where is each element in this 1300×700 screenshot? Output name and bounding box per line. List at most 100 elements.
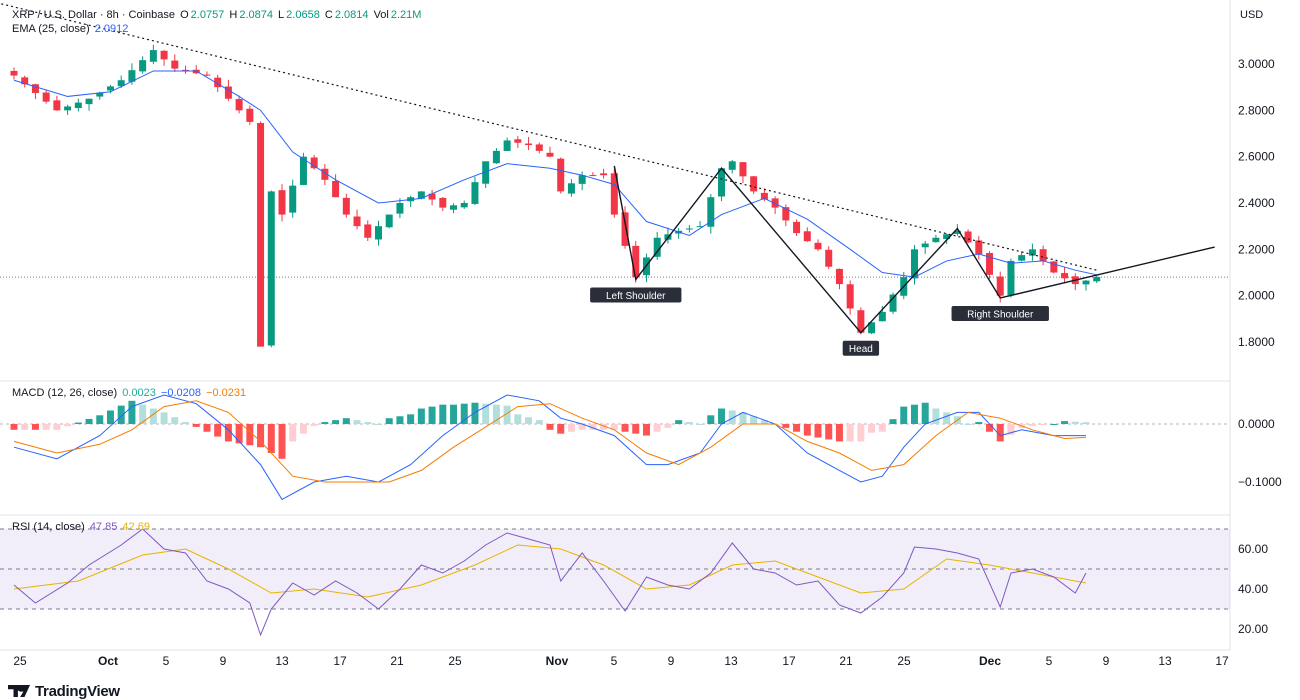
ema-line [13, 70, 1097, 278]
candle-body [160, 50, 168, 60]
candle-body [278, 190, 286, 215]
candle-body [932, 237, 940, 243]
macd-bar [932, 408, 940, 424]
candle-body [825, 249, 833, 267]
macd-bar [214, 424, 222, 437]
macd-bar [567, 424, 575, 432]
macd-bar [846, 424, 854, 442]
candle-body [396, 203, 404, 214]
macd-bar [10, 424, 18, 430]
candle-body [696, 226, 704, 228]
candle-body [964, 231, 972, 243]
candle-body [782, 207, 790, 221]
macd-bar [707, 415, 715, 424]
candle-body [803, 231, 811, 242]
macd-bar [675, 420, 683, 424]
candle-body [64, 106, 72, 111]
candle-body [857, 310, 865, 333]
candle-body [535, 144, 543, 151]
tradingview-icon [8, 685, 30, 697]
candle-body [385, 214, 393, 228]
macd-bar [342, 418, 350, 424]
time-axis-tick: 25 [13, 654, 27, 668]
macd-bar [642, 424, 650, 436]
macd-bar [1082, 422, 1090, 424]
macd-bar [374, 424, 382, 425]
candles [10, 44, 1101, 348]
macd-bar [106, 410, 114, 424]
candle-body [567, 183, 575, 194]
pattern-label: Right Shoulder [951, 305, 1049, 321]
macd-bar [267, 424, 275, 453]
macd-bar [21, 424, 29, 430]
macd-signal-line [13, 400, 1087, 483]
pattern-label-text: Right Shoulder [967, 309, 1034, 320]
macd-bar [889, 419, 897, 424]
rsi-axis-tick: 40.00 [1238, 582, 1268, 596]
candle-body [707, 197, 715, 227]
price-axis-tick: 2.2000 [1238, 242, 1275, 256]
macd-bar [525, 417, 533, 424]
candle-body [589, 175, 597, 177]
macd-bar [996, 424, 1004, 442]
candle-body [889, 294, 897, 312]
macd-bar [782, 424, 790, 428]
candle-body [996, 276, 1004, 296]
price-axis-tick: 2.8000 [1238, 103, 1275, 117]
macd-bar [128, 400, 136, 424]
currency-label[interactable]: USD [1240, 9, 1264, 21]
time-axis-tick: 9 [668, 654, 675, 668]
macd-bar [760, 420, 768, 424]
candle-body [246, 108, 254, 122]
candle-body [685, 228, 693, 230]
high-value: 2.0874 [239, 9, 273, 21]
candle-body [1061, 273, 1069, 279]
low-value: 2.0658 [286, 9, 320, 21]
macd-bar [235, 424, 243, 444]
macd-bar [450, 404, 458, 424]
macd-bar [74, 422, 82, 424]
candle-body [943, 234, 951, 240]
time-axis-tick: 25 [897, 654, 911, 668]
candle-body [74, 102, 82, 109]
pattern-label-bg [842, 340, 880, 356]
candle-body [31, 84, 39, 93]
candle-body [128, 70, 136, 82]
candle-body [610, 173, 618, 215]
candle-body [310, 157, 318, 169]
macd-bar [1050, 424, 1058, 425]
time-axis-tick: 21 [390, 654, 404, 668]
candle-body [975, 240, 983, 254]
candle-body [96, 92, 104, 97]
candle-body [299, 156, 307, 185]
candle-body [546, 152, 554, 157]
candle-body [439, 197, 447, 208]
macd-bar [396, 416, 404, 424]
macd-bar [835, 424, 843, 442]
macd-bar [910, 404, 918, 424]
time-axis-tick: 9 [1103, 654, 1110, 668]
candle-body [621, 212, 629, 246]
macd-bar [825, 424, 833, 440]
candle-body [342, 197, 350, 215]
candle-body [739, 162, 747, 177]
time-axis-tick: 5 [163, 654, 170, 668]
candle-body [835, 268, 843, 285]
macd-histogram [10, 400, 1090, 459]
rsi-value: 47.85 [89, 521, 118, 533]
macd-hist-value: 0.0023 [122, 387, 156, 399]
macd-bar [1061, 421, 1069, 424]
macd-bar [975, 422, 983, 424]
macd-legend: MACD (12, 26, close) 0.0023 −0.0208 −0.0… [12, 387, 248, 399]
volume-value: 2.21M [390, 9, 422, 21]
macd-bar [171, 417, 179, 424]
macd-bar [85, 418, 93, 424]
pattern-label: Head [842, 340, 880, 356]
macd-bar [921, 402, 929, 424]
macd-bar [718, 408, 726, 424]
macd-bar [471, 402, 479, 424]
macd-bar [739, 412, 747, 424]
macd-bar [439, 404, 447, 424]
macd-bar [299, 424, 307, 434]
